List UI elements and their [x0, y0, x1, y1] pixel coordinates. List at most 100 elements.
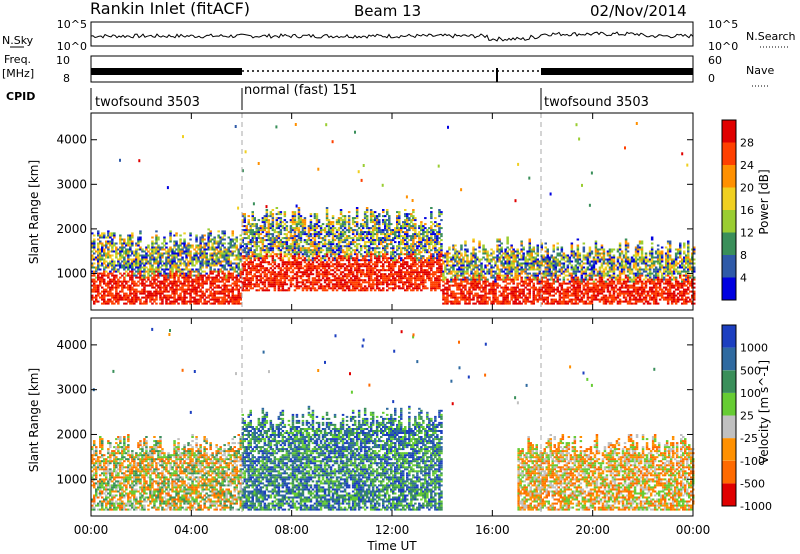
- echo-cell: [313, 229, 317, 232]
- echo-cell: [396, 249, 399, 252]
- echo-cell: [341, 245, 345, 248]
- echo-cell: [283, 241, 287, 244]
- echo-cell: [119, 256, 122, 259]
- echo-cell: [295, 265, 299, 268]
- echo-cell: [420, 241, 423, 244]
- echo-cell: [398, 267, 401, 270]
- echo-cell: [363, 243, 367, 246]
- echo-cell: [281, 283, 285, 286]
- echo-cell: [271, 235, 275, 238]
- echo-cell: [223, 290, 226, 293]
- echo-cell: [105, 240, 108, 243]
- echo-cell: [317, 259, 321, 262]
- echo-cell: [185, 254, 188, 257]
- echo-cell: [215, 276, 218, 279]
- echo-cell: [237, 290, 240, 293]
- echo-cell: [323, 235, 327, 238]
- echo-cell: [217, 236, 220, 239]
- echo-cell: [243, 279, 246, 282]
- echo-cell: [373, 221, 377, 224]
- echo-cell: [137, 272, 140, 275]
- echo-cell: [297, 271, 301, 274]
- echo-cell: [460, 282, 463, 285]
- echo-cell: [321, 289, 325, 292]
- echo-cell: [201, 250, 204, 253]
- echo-cell: [325, 243, 329, 246]
- echo-cell: [384, 241, 387, 244]
- echo-cell: [273, 279, 277, 282]
- echo-cell: [446, 282, 449, 285]
- echo-cell: [271, 213, 275, 216]
- echo-cell: [169, 294, 172, 297]
- echo-cell: [251, 217, 254, 220]
- echo-cell: [211, 238, 214, 241]
- echo-cell: [119, 252, 122, 255]
- echo-cell: [219, 252, 222, 255]
- echo-cell: [458, 286, 461, 289]
- echo-cell: [247, 265, 250, 268]
- echo-cell: [353, 251, 357, 254]
- echo-cell: [369, 233, 373, 236]
- echo-cell: [99, 272, 102, 275]
- echo-cell: [265, 233, 269, 236]
- echo-cell: [325, 207, 329, 209]
- echo-cell: [221, 278, 224, 281]
- echo-cell: [373, 277, 377, 280]
- echo-cell: [285, 289, 289, 292]
- echo-cell: [261, 225, 265, 228]
- echo-cell: [307, 281, 311, 284]
- echo-cell: [209, 252, 212, 255]
- echo-cell: [295, 261, 299, 264]
- echo-cell: [484, 298, 487, 301]
- echo-cell: [468, 288, 471, 291]
- echo-cell: [394, 281, 397, 284]
- echo-cell: [382, 231, 385, 234]
- echo-cell: [269, 285, 273, 288]
- echo-cell: [492, 250, 495, 253]
- echo-cell: [394, 251, 397, 254]
- echo-cell: [241, 269, 244, 272]
- echo-cell: [209, 240, 212, 243]
- echo-cell: [189, 252, 192, 255]
- echo-cell: [273, 253, 277, 256]
- echo-cell: [414, 281, 417, 284]
- echo-cell: [317, 279, 321, 282]
- echo-cell: [167, 276, 170, 279]
- echo-cell: [207, 296, 210, 299]
- echo-cell: [341, 215, 345, 218]
- echo-cell: [235, 286, 238, 289]
- echo-cell: [175, 280, 178, 283]
- echo-cell: [211, 244, 214, 247]
- echo-cell: [414, 219, 417, 222]
- echo-cell: [177, 288, 180, 291]
- echo-cell: [317, 241, 321, 244]
- echo-cell: [241, 251, 244, 254]
- echo-cell: [159, 290, 162, 293]
- echo-cell: [191, 280, 194, 283]
- echo-cell: [440, 219, 443, 222]
- echo-cell: [412, 209, 415, 211]
- echo-cell: [247, 249, 250, 252]
- echo-cell: [127, 258, 130, 261]
- echo-cell: [309, 227, 313, 230]
- echo-cell: [355, 209, 359, 211]
- echo-cell: [307, 231, 311, 234]
- echo-cell: [219, 260, 222, 263]
- echo-cell: [243, 265, 246, 268]
- echo-cell: [213, 250, 216, 253]
- echo-cell: [315, 273, 319, 276]
- echo-cell: [295, 287, 299, 290]
- echo-cell: [113, 286, 116, 289]
- echo-cell: [183, 268, 186, 271]
- echo-cell: [414, 223, 417, 226]
- echo-cell: [97, 286, 100, 289]
- echo-cell: [357, 285, 361, 288]
- echo-cell: [299, 241, 303, 244]
- echo-cell: [297, 209, 301, 211]
- echo-cell: [265, 235, 269, 238]
- echo-cell: [291, 221, 295, 224]
- echo-cell: [339, 273, 343, 276]
- echo-cell: [261, 281, 265, 284]
- echo-cell: [438, 285, 441, 288]
- echo-cell: [283, 273, 287, 276]
